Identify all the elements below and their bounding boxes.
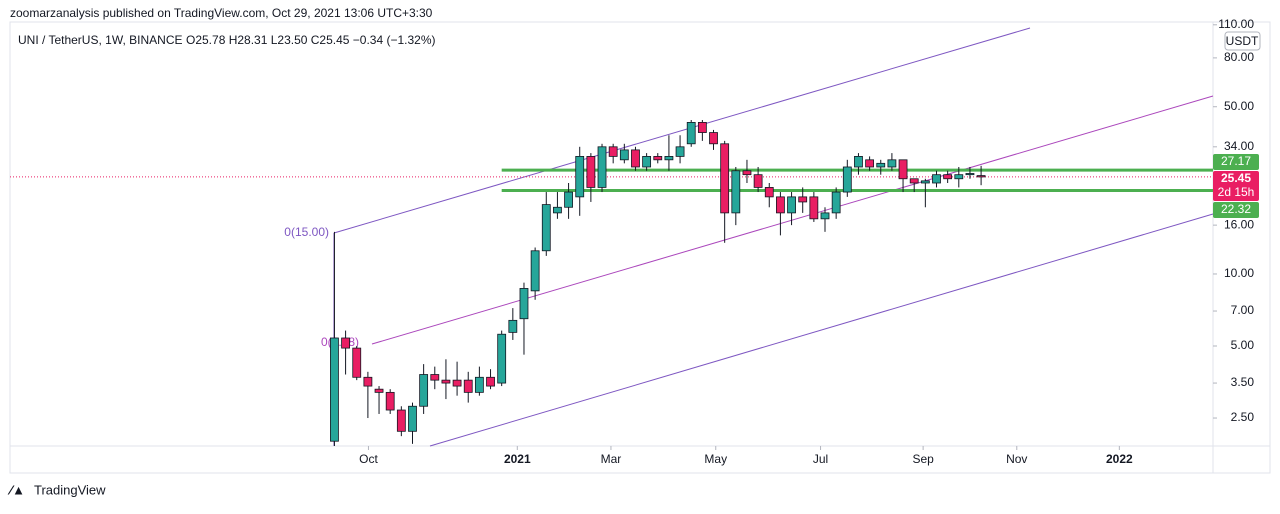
candle-body	[553, 206, 562, 214]
x-tick-label: Sep	[912, 452, 934, 466]
candle-body	[753, 174, 763, 188]
fib-label: 0(5.38)	[321, 335, 359, 349]
y-tick-label: 2.50	[1231, 410, 1255, 424]
candle-body	[619, 149, 629, 161]
symbol: UNI / TetherUS, 1W, BINANCE	[18, 33, 183, 47]
level-label: 22.32	[1221, 202, 1251, 216]
candle-body	[396, 409, 406, 432]
level-label-box	[1213, 154, 1259, 170]
currency-box[interactable]	[1224, 31, 1261, 51]
candle-body	[920, 180, 930, 184]
level-label: 27.17	[1221, 154, 1251, 168]
candle-body	[898, 159, 908, 180]
candle-body	[842, 166, 852, 193]
candle-body	[764, 187, 774, 198]
candle-body	[363, 376, 373, 387]
candle-body	[876, 162, 886, 168]
candle-body	[798, 196, 808, 203]
candle-body	[430, 374, 440, 381]
candle-body	[976, 175, 986, 178]
candle-body	[497, 333, 507, 384]
candle-body	[675, 146, 685, 157]
x-tick-label: May	[704, 452, 727, 466]
currency: USDT	[1226, 34, 1259, 48]
candle-body	[508, 319, 518, 333]
candle-body	[374, 388, 384, 393]
candle-body	[530, 250, 540, 292]
candle-body	[653, 156, 663, 161]
y-tick-label: 7.00	[1231, 303, 1255, 317]
y-tick-label: 110.00	[1218, 17, 1254, 31]
candle-body	[352, 347, 362, 378]
candle-body	[474, 376, 484, 393]
x-tick-label: Nov	[1006, 452, 1027, 466]
frame	[9, 21, 1271, 474]
candle-body	[909, 178, 919, 184]
x-tick-label: 2022	[1106, 452, 1133, 466]
candle-body	[597, 146, 607, 188]
candle-body	[776, 196, 785, 214]
candle-body	[932, 174, 941, 184]
y-tick-label: 5.00	[1231, 338, 1255, 352]
candle-body	[419, 374, 429, 407]
x-tick-label: Oct	[359, 452, 378, 466]
candle-body	[452, 379, 462, 387]
candle-body	[965, 173, 975, 176]
countdown: 2d 15h	[1218, 185, 1255, 199]
candle-body	[954, 174, 964, 180]
candle-body	[341, 337, 350, 349]
candle-body	[486, 376, 495, 387]
candle-body	[631, 149, 640, 168]
candle-body	[854, 156, 863, 168]
level-label-box	[1213, 202, 1259, 218]
candle-body	[809, 196, 819, 220]
fib-label: 0(15.00)	[284, 225, 329, 239]
candle-body	[686, 122, 696, 145]
logo-icon: ⁄▲	[7, 482, 25, 497]
x-tick-label: 2021	[504, 452, 531, 466]
candle-body	[887, 159, 897, 168]
candle-body	[330, 337, 339, 442]
y-tick-label: 50.00	[1224, 99, 1254, 113]
candle-body	[519, 288, 529, 320]
last-price-label: 25.45	[1221, 171, 1251, 185]
last-price-box	[1213, 171, 1259, 201]
candle-body	[463, 379, 473, 393]
candle-body	[575, 156, 585, 198]
y-tick-label: 16.00	[1224, 217, 1254, 231]
candle-body	[831, 191, 841, 214]
candle-body	[608, 146, 618, 157]
x-tick-label: Mar	[601, 452, 622, 466]
candle-body	[385, 391, 395, 411]
candle-body	[820, 212, 830, 220]
candle-body	[787, 196, 796, 214]
ohlc: O25.78 H28.31 L23.50 C25.45 −0.34 (−1.32…	[186, 33, 436, 47]
candle-body	[943, 174, 953, 180]
candle-body	[731, 170, 741, 214]
candle-body	[709, 132, 718, 145]
channel-middle	[371, 95, 1214, 345]
publisher: zoomarzanalysis published on TradingView…	[10, 6, 433, 20]
candle-body	[408, 405, 417, 432]
candle-body	[720, 143, 730, 214]
candle-body	[441, 379, 451, 384]
candle-body	[642, 156, 652, 168]
candle-body	[586, 156, 596, 188]
channel-lower	[429, 213, 1214, 447]
brand: TradingView	[34, 482, 106, 497]
candle-body	[742, 170, 752, 176]
candle-body	[664, 156, 674, 161]
y-tick-label: 3.50	[1231, 375, 1255, 389]
candle-body	[541, 204, 551, 252]
y-tick-label: 34.00	[1224, 139, 1254, 153]
x-tick-label: Jul	[813, 452, 828, 466]
y-tick-label: 80.00	[1224, 50, 1254, 64]
candle-body	[564, 191, 573, 208]
y-tick-label: 10.00	[1224, 266, 1254, 280]
candle-body	[697, 122, 707, 133]
channel-upper	[333, 27, 1031, 234]
candle-body	[865, 159, 875, 168]
